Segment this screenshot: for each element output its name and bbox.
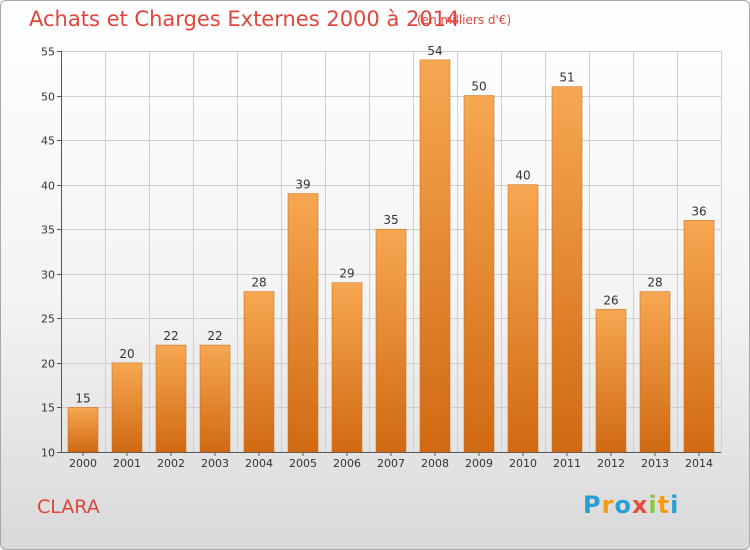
chart-subtitle: (en milliers d'€) — [417, 13, 512, 27]
x-tick-label: 2001 — [113, 457, 141, 470]
data-label: 51 — [559, 71, 574, 85]
bar — [507, 184, 539, 453]
bar — [199, 344, 231, 453]
bar — [375, 228, 407, 453]
x-tick-label: 2003 — [201, 457, 229, 470]
x-tick-label: 2002 — [157, 457, 185, 470]
bar — [67, 407, 99, 453]
y-tick-label: 50 — [41, 91, 55, 104]
bar — [331, 282, 363, 453]
logo-letter: i — [670, 491, 680, 519]
commune-name: CLARA — [37, 496, 100, 518]
logo-letter: t — [657, 491, 671, 519]
x-tick-label: 2006 — [333, 457, 361, 470]
x-tick-label: 2008 — [421, 457, 449, 470]
labels: 10 15 20 25 30 35 40 45 50 55 15 2000 20 2001 22 2002 22… — [41, 44, 713, 470]
data-label: 20 — [119, 347, 134, 361]
data-label: 28 — [251, 276, 266, 290]
x-tick-label: 2014 — [685, 457, 713, 470]
y-tick-label: 20 — [41, 358, 55, 371]
data-label: 28 — [647, 276, 662, 290]
bar — [287, 193, 319, 453]
bar — [463, 95, 495, 453]
bar — [551, 86, 583, 453]
data-label: 26 — [603, 293, 618, 307]
logo-letter: i — [648, 491, 658, 519]
bar — [419, 59, 451, 453]
x-tick-label: 2004 — [245, 457, 273, 470]
data-label: 36 — [691, 204, 706, 218]
bar — [243, 291, 275, 453]
x-tick-label: 2013 — [641, 457, 669, 470]
y-tick-label: 35 — [41, 224, 55, 237]
y-tick-label: 45 — [41, 135, 55, 148]
bar — [683, 220, 715, 453]
logo-letter: P — [583, 491, 602, 519]
data-label: 35 — [383, 213, 398, 227]
bar — [639, 291, 671, 453]
data-label: 39 — [295, 178, 310, 192]
y-tick-label: 25 — [41, 313, 55, 326]
data-label: 29 — [339, 267, 354, 281]
x-tick-label: 2012 — [597, 457, 625, 470]
proxiti-logo: Proxiti — [583, 491, 679, 519]
data-label: 22 — [163, 329, 178, 343]
x-tick-label: 2005 — [289, 457, 317, 470]
y-tick-label: 40 — [41, 180, 55, 193]
y-tick-label: 30 — [41, 269, 55, 282]
bars — [67, 59, 715, 453]
y-tick-label: 10 — [41, 447, 55, 460]
data-label: 40 — [515, 169, 530, 183]
logo-letter: o — [614, 491, 632, 519]
data-label: 50 — [471, 80, 486, 94]
logo-letter: x — [631, 491, 649, 519]
axes — [57, 51, 721, 456]
logo-letter: r — [601, 491, 615, 519]
bar — [595, 309, 627, 453]
data-label: 15 — [75, 391, 90, 405]
data-label: 22 — [207, 329, 222, 343]
chart-title: Achats et Charges Externes 2000 à 2014 — [29, 7, 460, 31]
x-tick-label: 2007 — [377, 457, 405, 470]
x-tick-label: 2000 — [69, 457, 97, 470]
data-label: 54 — [427, 44, 442, 58]
x-tick-label: 2011 — [553, 457, 581, 470]
x-tick-label: 2010 — [509, 457, 537, 470]
bar — [111, 362, 143, 453]
y-tick-label: 55 — [41, 46, 55, 59]
bar — [155, 344, 187, 453]
y-tick-label: 15 — [41, 402, 55, 415]
x-tick-label: 2009 — [465, 457, 493, 470]
